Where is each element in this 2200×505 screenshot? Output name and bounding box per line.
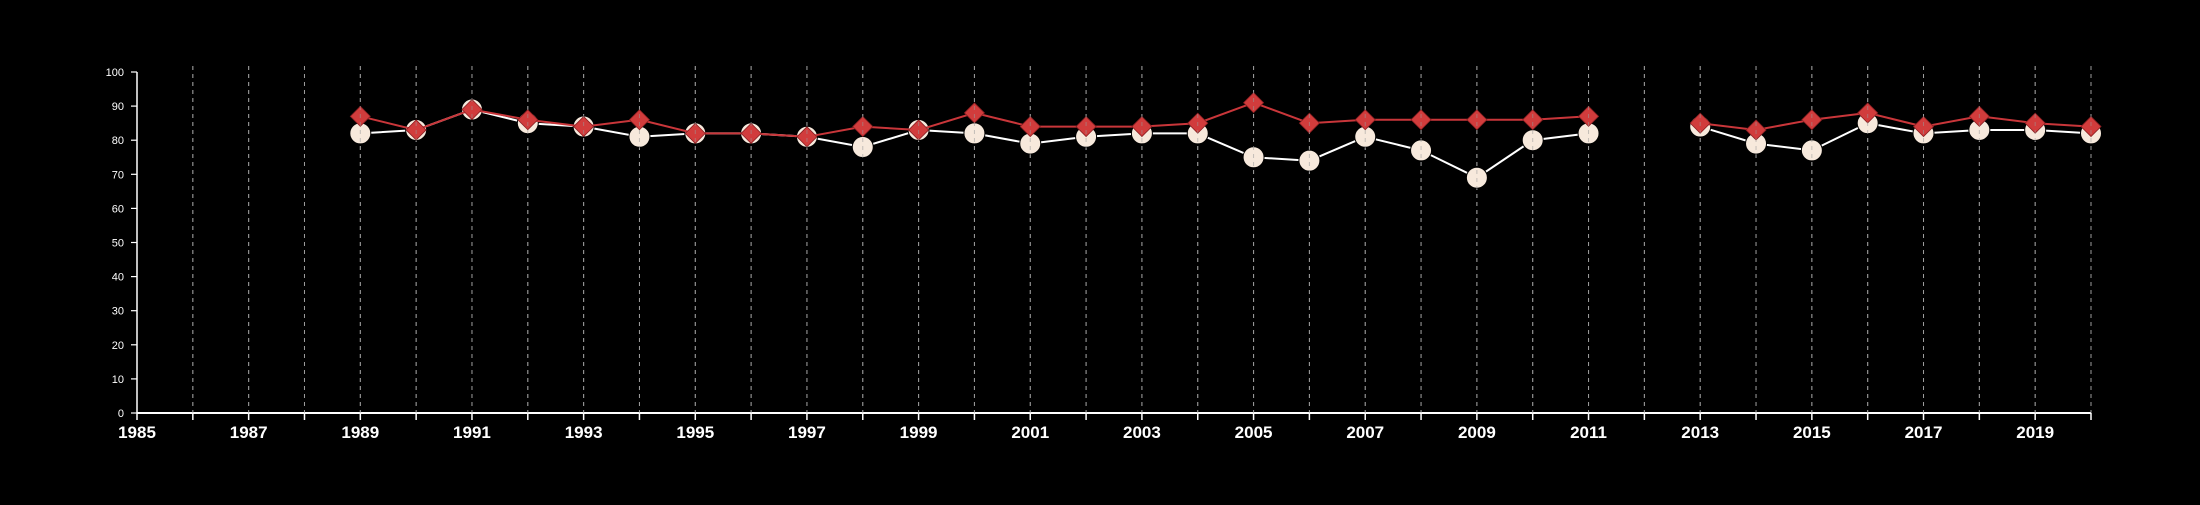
y-tick-label: 50: [112, 238, 124, 250]
y-tick-label: 70: [112, 169, 124, 181]
y-tick-label: 10: [112, 374, 124, 386]
x-tick-label: 1989: [341, 423, 379, 442]
x-tick-label: 2017: [1905, 423, 1943, 442]
data-point: [1354, 109, 1376, 131]
data-point: [852, 115, 874, 138]
data-point: [1522, 109, 1544, 131]
data-point: [2080, 115, 2102, 138]
x-tick-label: 2011: [1570, 423, 1607, 442]
y-tick-label: 20: [112, 340, 124, 352]
data-point: [517, 109, 539, 131]
x-tick-label: 2009: [1458, 423, 1496, 442]
series-2: [349, 92, 2102, 148]
data-point: [1298, 149, 1321, 172]
data-point: [1075, 115, 1097, 138]
data-point: [1410, 109, 1432, 131]
data-point: [1019, 115, 1041, 138]
axes: 0 10 20 30 40 50 60 70 80 90 100 1985 1987 1989 1991 19…: [106, 67, 2092, 442]
data-point: [573, 115, 595, 138]
y-tick-label: 100: [106, 67, 124, 79]
data-point: [1801, 109, 1823, 131]
data-point: [628, 109, 651, 131]
x-tick-label: 1985: [118, 423, 156, 442]
data-point: [1912, 115, 1935, 138]
x-tick-label: 2015: [1793, 423, 1831, 442]
x-tick-label: 2013: [1681, 423, 1719, 442]
x-tick-label: 2005: [1235, 423, 1273, 442]
y-tick-label: 30: [112, 306, 124, 318]
x-tick-label: 1987: [230, 423, 268, 442]
y-tick-label: 40: [112, 272, 124, 284]
y-tick-label: 80: [112, 135, 124, 147]
x-tick-label: 2019: [2016, 423, 2054, 442]
x-tick-label: 2007: [1346, 423, 1384, 442]
x-tick-label: 1991: [453, 423, 491, 442]
y-tick-label: 60: [112, 203, 124, 215]
x-tick-label: 1995: [676, 423, 714, 442]
x-tick-label: 1993: [565, 423, 603, 442]
data-point: [1243, 92, 1265, 114]
x-tick-label: 2001: [1011, 423, 1049, 442]
data-point: [963, 102, 985, 124]
x-tick-label: 1997: [788, 423, 826, 442]
data-point: [1131, 115, 1153, 138]
grid-overlay: [192, 66, 2092, 413]
y-tick-label: 0: [118, 408, 124, 420]
data-point: [1466, 109, 1488, 131]
x-tick-label: 1999: [900, 423, 938, 442]
y-tick-label: 90: [112, 101, 124, 113]
series: [349, 92, 2102, 189]
x-tick-label: 2003: [1123, 423, 1161, 442]
